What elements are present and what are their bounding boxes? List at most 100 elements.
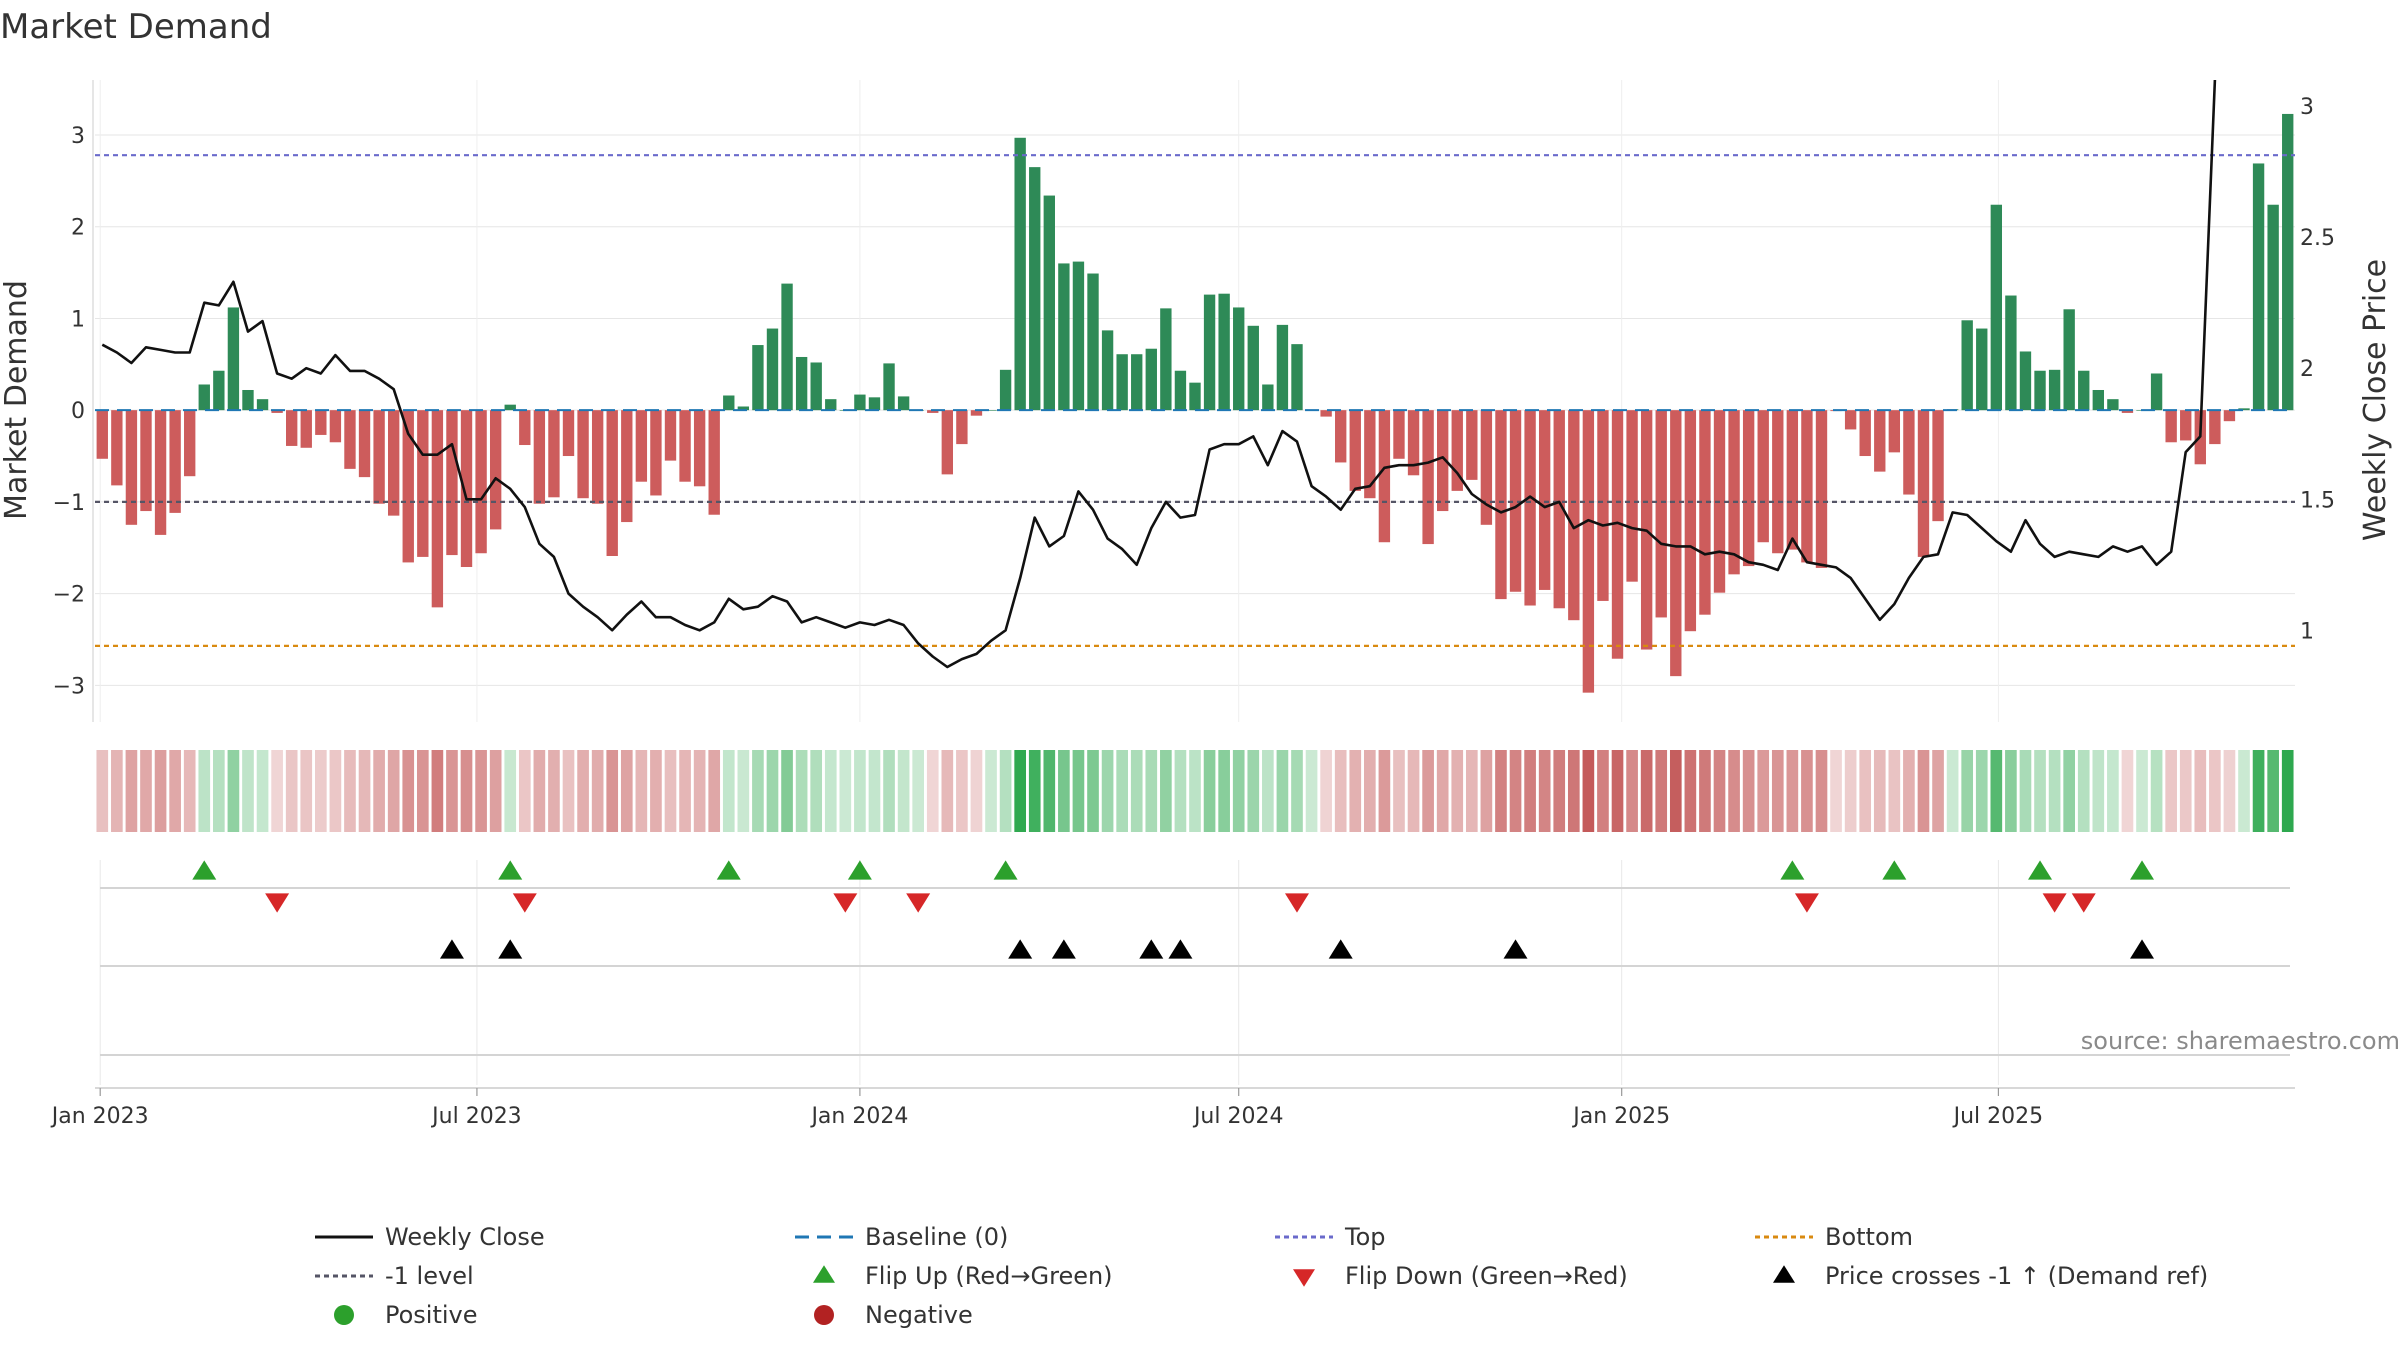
demand-bar (941, 410, 953, 475)
demand-bar (1597, 410, 1609, 601)
flip-up-marker (2028, 860, 2053, 880)
demand-bar (2180, 410, 2192, 441)
heat-cell (1699, 750, 1711, 832)
heat-cell (2121, 750, 2134, 832)
heat-cell (1393, 750, 1405, 832)
y-tick-label: −1 (53, 491, 85, 516)
demand-bar (1626, 410, 1638, 582)
demand-bar (1553, 410, 1565, 609)
demand-bar (1174, 370, 1187, 411)
heat-cell (140, 750, 152, 832)
heat-cell (387, 750, 400, 832)
demand-bar (1786, 410, 1799, 550)
heat-cell (1276, 750, 1289, 832)
heat-cell (154, 750, 167, 832)
demand-bar (1437, 410, 1449, 512)
demand-bar (1480, 410, 1493, 525)
heat-cell (460, 750, 473, 832)
demand-bar (723, 395, 735, 411)
demand-bar (2150, 373, 2163, 411)
demand-bar (1291, 344, 1303, 411)
demand-bar (1451, 410, 1463, 491)
heat-cell (2034, 750, 2046, 832)
flip-up-marker (1882, 860, 1907, 880)
heat-cell (1087, 750, 1099, 832)
demand-bar (1903, 410, 1915, 495)
y-tick-label: 2 (71, 216, 85, 241)
demand-bar (810, 362, 822, 411)
heat-cell (1378, 750, 1391, 832)
demand-bar (548, 410, 560, 498)
y2-tick-label: 1.5 (2300, 488, 2335, 513)
y-tick-label: −3 (53, 674, 85, 699)
heat-cell (1713, 750, 1726, 832)
heat-cell (1771, 750, 1784, 832)
x-tick-label: Jan 2023 (50, 1104, 149, 1129)
demand-bar (1233, 307, 1245, 411)
heat-cell (518, 750, 531, 832)
heat-cell (606, 750, 619, 832)
price-cross-marker (2130, 939, 2155, 959)
heat-cell (1582, 750, 1595, 832)
legend-swatch (1293, 1269, 1315, 1287)
heat-cell (1597, 750, 1609, 832)
heat-cell (1932, 750, 1944, 832)
heat-cell (1801, 750, 1813, 832)
demand-bar (1990, 204, 2003, 411)
flip-down-marker (512, 893, 537, 913)
demand-bar (1349, 410, 1361, 491)
y2-axis-label: Weekly Close Price (2358, 259, 2393, 541)
demand-bar (1407, 410, 1420, 476)
heat-cell (562, 750, 575, 832)
heat-cell (1640, 750, 1653, 832)
legend-item: Bottom (1755, 1223, 1913, 1251)
heat-cell (1072, 750, 1085, 832)
demand-bar (125, 410, 138, 525)
demand-bar (431, 410, 444, 608)
legend: Weekly Close Baseline (0) Top Bottom -1 leve… (315, 1223, 2208, 1329)
heat-cell (125, 750, 138, 832)
legend-swatch (334, 1305, 354, 1325)
demand-bar (417, 410, 429, 557)
legend-label: -1 level (385, 1262, 474, 1290)
demand-bar (766, 328, 779, 411)
bars-layer (96, 113, 2294, 693)
flip-up-marker (716, 860, 741, 880)
demand-bar (96, 410, 108, 459)
heat-cell (970, 750, 983, 832)
heat-cell (256, 750, 269, 832)
heat-cell (315, 750, 327, 832)
demand-bar (184, 410, 196, 477)
axes-layer: 3 2 1 0 −1 −2 −3 3 2.5 2 1.5 1 (53, 80, 2335, 722)
heat-cell (475, 750, 487, 832)
demand-bar (2223, 410, 2236, 422)
demand-bar (1742, 410, 1755, 567)
heat-cell (1844, 750, 1857, 832)
heat-cell (752, 750, 764, 832)
weekly-close-line (101, 79, 2217, 669)
heat-cell (926, 750, 939, 832)
y-axis-label: Market Demand (0, 280, 34, 520)
demand-bar (897, 396, 910, 411)
heat-cell (1043, 750, 1056, 832)
heat-cell (1451, 750, 1464, 832)
heat-cell (1524, 750, 1536, 832)
heat-cell (941, 750, 954, 832)
demand-bar (1247, 325, 1259, 411)
heat-cell (1422, 750, 1434, 832)
demand-bar (679, 410, 691, 482)
demand-bar (489, 410, 502, 530)
legend-label: Top (1344, 1223, 1386, 1251)
demand-bar (2107, 399, 2119, 411)
demand-bar (795, 356, 808, 411)
demand-bar (169, 410, 181, 513)
x-tick-label: Jan 2024 (809, 1104, 908, 1129)
heat-cell (2048, 750, 2061, 832)
legend-label: Baseline (0) (865, 1223, 1008, 1251)
heat-cell (883, 750, 895, 832)
flip-up-marker (993, 860, 1018, 880)
heat-cell (2238, 750, 2250, 832)
heat-cell (1917, 750, 1930, 832)
price-cross-marker (1328, 939, 1353, 959)
